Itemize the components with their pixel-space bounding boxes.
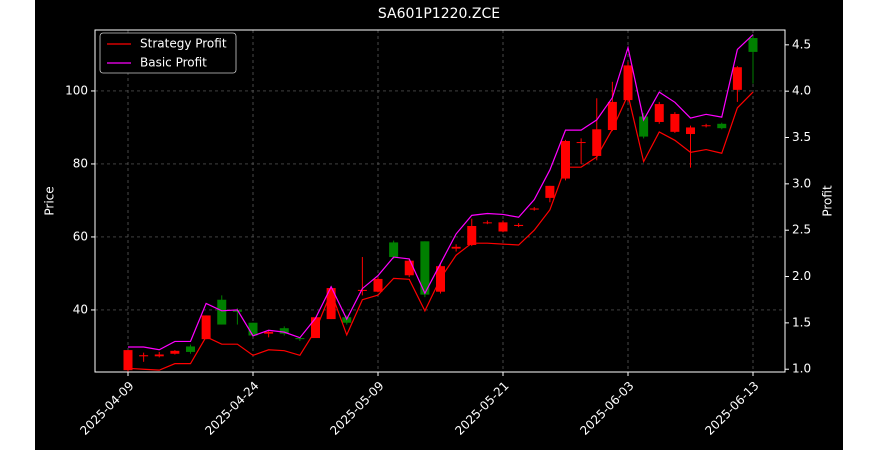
candle-body [326,288,336,320]
candle-body [186,346,195,352]
y2-tick-label: 4.0 [792,84,811,98]
y-axis-label: Price [43,186,57,215]
candle-body [123,350,133,371]
chart-title: SA601P1220.ZCE [378,6,500,22]
candle-body [592,129,602,156]
y-tick-label: 100 [65,83,88,97]
y-tick-label: 60 [73,229,88,243]
candle-body [404,260,414,276]
candle-body [748,38,758,52]
y2-tick-label: 2.0 [792,269,811,283]
candle-body [154,354,164,357]
candle-body [576,142,586,144]
figure-background [35,0,843,450]
candle-body [264,331,274,334]
candle-body [201,315,211,340]
candle-body [420,241,430,295]
candle-body [451,246,461,249]
y2-tick-label: 3.5 [792,130,811,144]
candle-body [654,104,664,122]
candle-body [217,299,227,325]
legend-label: Basic Profit [140,56,207,70]
profit-line [128,34,754,351]
candle-body [357,289,367,291]
candle-body [670,113,680,132]
candle-body [467,226,477,245]
candle-body [139,355,149,357]
y2-tick-label: 1.5 [792,315,811,329]
y2-tick-label: 2.5 [792,223,811,237]
y2-tick-label: 4.5 [792,37,811,51]
y2-tick-label: 1.0 [792,362,811,376]
candle-body [311,317,320,339]
candle-body [514,224,524,227]
y2-tick-label: 3.0 [792,176,811,190]
candle-body [639,116,649,137]
candle-body [498,222,508,232]
candle-body [373,278,383,292]
y2-axis-label: Profit [821,185,835,217]
candle-body [623,65,633,101]
y-tick-label: 80 [73,156,88,170]
y-tick-label: 40 [73,302,88,316]
candle-body [732,67,742,90]
candle-body [389,242,399,258]
candle-body [279,328,289,334]
plot-frame [94,29,786,373]
candle-body [686,127,695,135]
candle-body [248,322,258,336]
candle-body [561,140,570,179]
legend-label: Strategy Profit [140,37,227,51]
candle-body [170,350,180,354]
candle-body [295,338,305,340]
candle-body [701,125,711,127]
legend-box [99,32,237,74]
profit-line [127,91,754,371]
candle-body [545,185,555,198]
candle-body [717,123,727,129]
candle-body [529,208,539,210]
candle-body [607,101,617,131]
candle-body [482,222,492,224]
